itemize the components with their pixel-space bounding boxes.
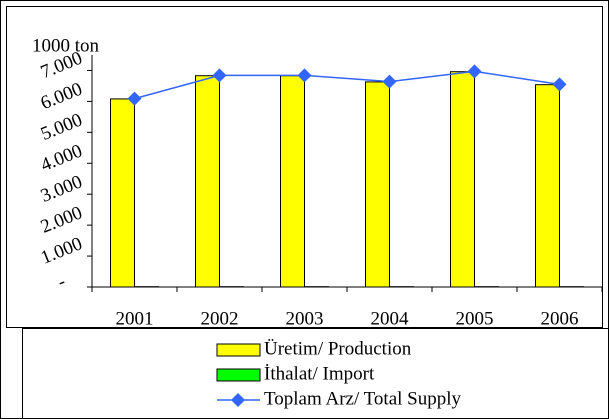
x-tick-label: 2003 (286, 308, 324, 329)
x-tick-label: 2006 (541, 308, 579, 329)
legend-label: Üretim/ Production (264, 338, 412, 359)
bar (450, 71, 475, 288)
legend-swatch (216, 343, 261, 357)
line (134, 70, 560, 100)
bar (365, 81, 390, 288)
x-tick-label: 2002 (201, 308, 239, 329)
legend-label: İthalat/ Import (264, 363, 375, 384)
legend-label: Toplam Arz/ Total Supply (264, 388, 462, 409)
marker (212, 68, 227, 83)
legend-box (22, 328, 609, 419)
y-axis-label: 1000 ton (32, 35, 100, 56)
bar (535, 84, 560, 288)
legend-marker (231, 393, 245, 407)
legend-swatch (216, 368, 261, 382)
bar (280, 75, 305, 288)
bar (195, 75, 220, 288)
bar (110, 98, 135, 288)
x-tick-label: 2005 (456, 308, 494, 329)
marker (382, 74, 397, 89)
marker (297, 68, 312, 83)
x-tick-label: 2004 (371, 308, 410, 329)
x-tick-label: 2001 (116, 308, 154, 329)
marker (552, 77, 567, 92)
marker (127, 91, 142, 106)
marker (467, 64, 482, 79)
